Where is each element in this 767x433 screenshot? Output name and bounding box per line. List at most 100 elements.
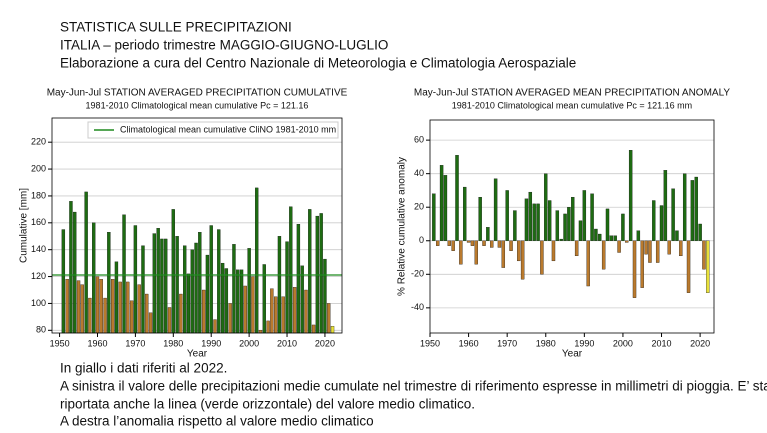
bar [266,320,270,334]
bar [698,223,702,241]
bar [648,240,652,263]
bar [285,241,289,334]
bar [517,240,521,262]
bar [551,240,556,262]
bar [594,228,598,241]
footer-line: riportata anche la linea (verde orizzont… [60,397,475,412]
bar [694,176,698,241]
bar [532,203,536,241]
bar [644,240,648,255]
bar [636,230,641,241]
bar [107,232,111,334]
bar [459,240,463,265]
y-tick-label: 220 [31,137,46,147]
bar [443,175,448,241]
y-tick-label: 40 [414,168,424,178]
y-tick-label: 0 [419,235,424,245]
footer-line: A destra l’anomalia rispetto al valore m… [60,414,374,429]
bar [536,203,540,241]
x-tick-label: 1980 [536,338,556,348]
bar [232,244,236,334]
chart: May-Jun-Jul STATION AVERAGED MEAN PRECIP… [397,88,731,360]
bar [251,276,255,334]
bar [239,269,244,334]
x-axis-label: Year [187,349,208,360]
bar [126,281,130,334]
bar [598,233,602,241]
header-line: ITALIA – periodo trimestre MAGGIO-GIUGNO… [60,38,388,53]
legend-box [87,121,339,139]
bar [65,279,69,334]
bar [586,240,590,287]
bar [652,200,656,241]
bar [133,225,138,334]
bar [308,209,312,334]
y-tick-label: 80 [36,325,46,335]
chart-subtitle: 1981-2010 Climatological mean cumulative… [452,100,692,110]
bar [544,173,548,241]
x-tick-label: 1990 [201,338,221,348]
bar [625,240,629,243]
chart: May-Jun-Jul STATION AVERAGED PRECIPITATI… [19,88,348,360]
x-tick-label: 1970 [125,338,145,348]
bar [300,265,304,334]
bar [455,155,459,241]
bar [209,225,213,334]
bar [289,206,293,334]
bar [122,214,126,334]
y-axis-label: Cumulative [mm] [19,188,30,263]
bar [555,210,560,241]
bar [628,150,633,241]
bar [88,297,92,334]
bar [524,198,529,241]
bar [574,240,579,257]
bar [655,240,660,263]
y-tick-label: 180 [31,190,46,200]
bar [690,180,695,241]
bar [679,240,683,257]
bar [69,201,73,334]
bar [243,285,247,334]
header-line: STATISTICA SULLE PRECIPITAZIONI [60,20,292,35]
x-tick-label: 1950 [50,338,70,348]
bar [80,284,84,334]
bar [213,319,217,334]
bar [640,240,644,288]
bar [463,186,467,241]
bar [92,222,96,334]
bar [663,170,668,241]
x-tick-label: 1950 [420,338,440,348]
bar [281,296,285,334]
x-tick-label: 2010 [652,338,672,348]
bar [478,196,482,241]
bar [613,235,617,241]
y-tick-label: 120 [31,271,46,281]
bar [145,293,149,334]
y-tick-label: 20 [414,202,424,212]
bar [217,229,221,334]
x-tick-label: 2000 [613,338,633,348]
bar [95,276,100,334]
bar [292,287,297,334]
bar [277,236,282,334]
bar [501,240,506,268]
bar [179,293,183,334]
x-tick-label: 1980 [163,338,183,348]
bar [528,191,533,241]
plot-frame [429,119,715,334]
y-tick-label: -20 [411,269,424,279]
bar [559,238,563,241]
bar [330,326,335,334]
x-tick-label: 2000 [239,338,259,348]
bar [198,232,202,334]
bar [682,173,687,241]
bar [632,240,637,298]
bar [255,187,259,334]
bar [247,248,251,334]
bar [482,240,486,246]
bar [114,261,119,334]
x-tick-label: 2010 [277,338,297,348]
bar [540,240,544,275]
bar [520,240,525,280]
bar [493,178,498,241]
